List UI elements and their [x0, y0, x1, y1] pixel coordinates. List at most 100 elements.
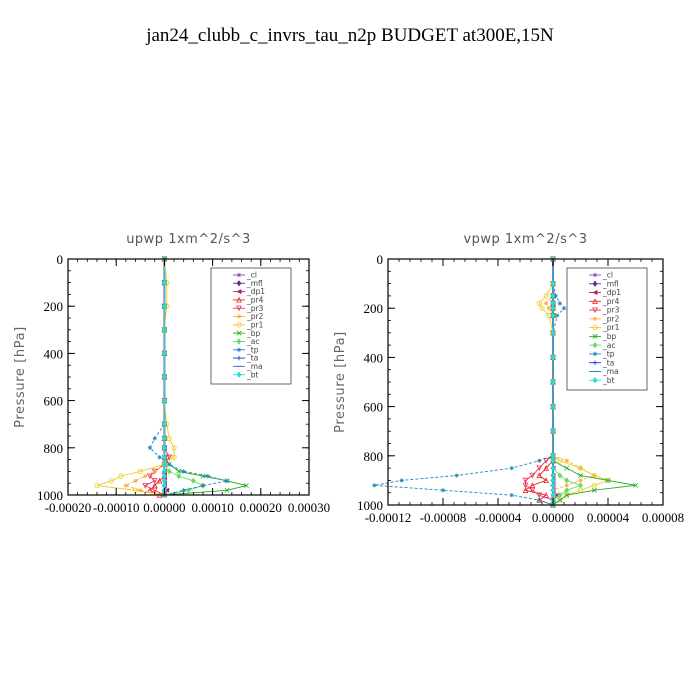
data-point: [399, 478, 404, 483]
data-point: [591, 487, 597, 493]
legend-item: _tp: [589, 350, 615, 359]
y-tick-label: 200: [44, 299, 64, 314]
data-point: [161, 461, 167, 468]
legend-item: _pr4: [589, 297, 620, 306]
y-tick-label: 400: [364, 350, 384, 365]
data-point: [543, 293, 549, 299]
data-point: [561, 306, 567, 311]
legend-marker: [592, 377, 598, 384]
legend-marker: [592, 307, 598, 314]
data-point: [138, 488, 143, 493]
legend-marker: [236, 296, 242, 303]
legend-label: _bp: [246, 329, 261, 338]
vpwp-panel: vpwp 1xm^2/s^3 Pressure [hPa] -0.00012 -0.0…: [333, 232, 684, 525]
data-point: [553, 293, 558, 299]
data-point: [94, 482, 100, 489]
data-point: [161, 454, 167, 461]
legend-label: _pr1: [602, 323, 620, 332]
legend-marker: [236, 305, 242, 312]
data-point: [539, 305, 545, 311]
data-point: [167, 462, 172, 467]
legend-item: _bt: [589, 376, 615, 385]
data-point: [550, 304, 556, 312]
legend-marker: [236, 371, 242, 378]
data-point: [529, 482, 536, 488]
x-tick-label: -0.00004: [475, 510, 522, 525]
data-point: [372, 483, 377, 488]
data-point: [454, 473, 459, 478]
legend-marker: [592, 333, 598, 339]
data-point: [578, 478, 583, 483]
data-point: [181, 469, 186, 474]
data-point: [522, 477, 529, 484]
figure-title: jan24_clubb_c_invrs_tau_n2p BUDGET at300…: [145, 25, 554, 46]
data-point: [151, 478, 158, 484]
data-point: [142, 482, 148, 489]
legend-marker: [236, 355, 242, 361]
x-tick-label: 0.00030: [288, 500, 330, 515]
data-point: [166, 468, 172, 475]
data-point: [161, 302, 167, 310]
legend-item: _pr2: [589, 314, 620, 323]
data-point: [157, 455, 162, 460]
data-point: [161, 373, 167, 381]
y-tick-label: 600: [44, 394, 64, 409]
y-axis-label: Pressure [hPa]: [13, 326, 28, 428]
legend-marker: [236, 272, 242, 278]
legend-label: _ta: [602, 358, 614, 367]
data-point: [137, 468, 143, 474]
data-point: [181, 488, 186, 493]
data-point: [529, 487, 536, 494]
legend-marker: [236, 289, 242, 295]
data-point: [550, 427, 556, 435]
legend-label: _bp: [602, 332, 617, 341]
data-point: [550, 457, 556, 464]
data-point: [550, 354, 556, 361]
x-tick-label: 0.00000: [532, 510, 574, 525]
legend-item: _pr1: [233, 320, 264, 329]
legend-item: _cl: [589, 271, 613, 280]
panel-title: upwp 1xm^2/s^3: [126, 232, 251, 247]
data-point: [577, 482, 584, 489]
legend-label: _bt: [246, 370, 259, 379]
upwp-panel: upwp 1xm^2/s^3 Pressure [hPa] -0.00020 -0.0…: [13, 232, 330, 515]
data-point: [536, 472, 543, 479]
legend-item: _bt: [233, 370, 259, 379]
data-point: [550, 280, 556, 287]
data-point: [550, 329, 556, 337]
data-point: [537, 458, 542, 463]
data-point: [161, 326, 167, 334]
data-point: [243, 483, 249, 489]
data-point: [537, 497, 542, 503]
legend-item: _pr4: [233, 296, 264, 305]
legend-label: _cl: [602, 271, 613, 280]
legend: _cl_mfl_dp1_pr4_pr3_pr2_pr1_bp_ac_tp_ta_…: [210, 267, 292, 385]
data-point: [554, 313, 560, 318]
data-point: [156, 477, 163, 484]
legend-marker: [592, 351, 598, 357]
legend-label: _ac: [246, 337, 259, 346]
legend-item: _tp: [233, 345, 259, 354]
data-point: [536, 492, 543, 499]
panel-title: vpwp 1xm^2/s^3: [463, 232, 587, 247]
data-point: [133, 478, 138, 484]
legend-label: _tp: [602, 350, 615, 359]
data-point: [536, 465, 543, 472]
y-tick-label: 600: [364, 400, 384, 415]
legend-item: _pr1: [589, 323, 620, 332]
x-tick-label: -0.00020: [45, 500, 92, 515]
data-point: [161, 350, 167, 357]
data-point: [522, 487, 529, 493]
legend: _cl_mfl_dp1_pr4_pr3_pr2_pr1_bp_ac_tp_ta_…: [566, 267, 648, 391]
data-point: [536, 300, 542, 306]
data-point: [564, 492, 570, 498]
x-tick-label: 0.00010: [191, 500, 233, 515]
data-point: [543, 477, 549, 483]
x-tick-label: 0.00020: [240, 500, 282, 515]
data-point: [205, 473, 210, 479]
legend-label: _pr3: [602, 306, 620, 315]
series-pr2: [123, 256, 167, 498]
series-tp: [372, 256, 567, 508]
data-point: [564, 477, 570, 484]
legend-item: _ac: [233, 337, 259, 346]
